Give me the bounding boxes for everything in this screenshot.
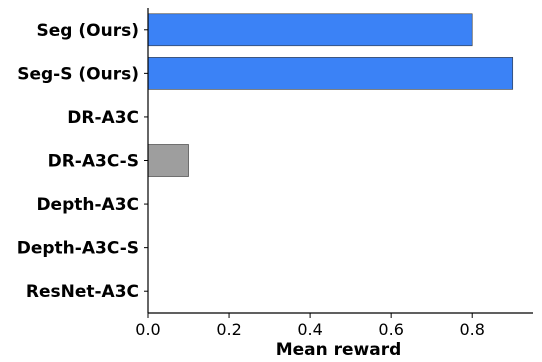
category-label: DR-A3C [67, 108, 139, 128]
x-tick-label: 0.6 [378, 320, 403, 339]
bar-1 [147, 57, 514, 90]
category-label: Depth-A3C [36, 195, 139, 215]
bars-group [147, 13, 514, 177]
x-tick-label: 0.2 [216, 320, 241, 339]
category-label: DR-A3C-S [48, 152, 139, 172]
bar-0 [147, 13, 473, 47]
x-tick-label: 0.0 [135, 320, 160, 339]
category-label: ResNet-A3C [26, 282, 139, 302]
x-axis-title: Mean reward [276, 340, 402, 360]
x-ticks-group: 0.0 0.2 0.4 0.6 0.8 [135, 313, 485, 339]
category-label: Seg (Ours) [37, 21, 139, 41]
category-labels-group: Seg (Ours) Seg-S (Ours) DR-A3C DR-A3C-S Dept… [17, 21, 148, 302]
category-label: Depth-A3C-S [17, 239, 139, 259]
x-tick-label: 0.4 [297, 320, 322, 339]
x-tick-label: 0.8 [459, 320, 484, 339]
category-label: Seg-S (Ours) [17, 64, 139, 84]
bar-3 [147, 144, 189, 177]
